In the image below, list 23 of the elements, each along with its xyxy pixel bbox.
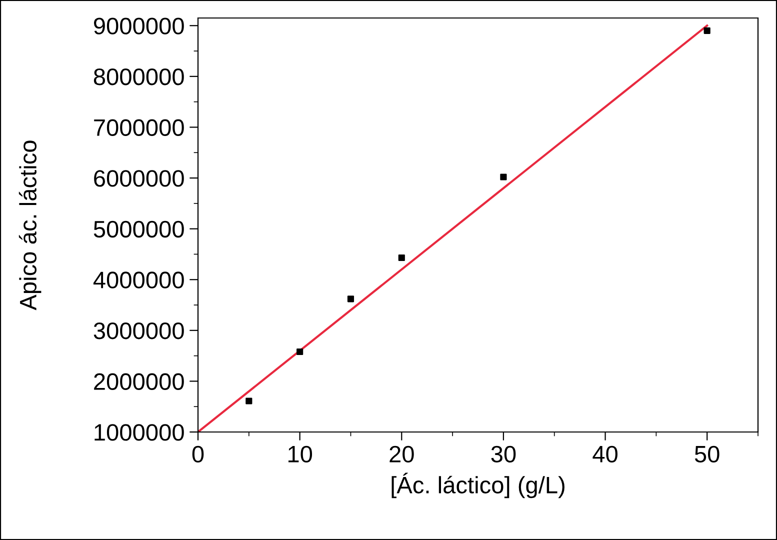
x-tick-label: 20 bbox=[390, 446, 414, 463]
point bbox=[500, 174, 507, 180]
y-tick-label: 8000000 bbox=[94, 68, 184, 86]
y-tick-label: 7000000 bbox=[94, 119, 184, 136]
x-tick-label: 30 bbox=[491, 446, 516, 463]
y-tick-label: 2000000 bbox=[94, 373, 184, 390]
y-tick-label: 4000000 bbox=[93, 272, 184, 288]
point bbox=[296, 348, 304, 356]
x-tick-label: 40 bbox=[592, 446, 618, 463]
y-tick-label: 9000000 bbox=[94, 18, 184, 34]
x-tick-label: 10 bbox=[288, 446, 312, 463]
x-axis-title: [Ác. láctico] (g/L) bbox=[392, 472, 564, 498]
y-axis-title: Apico ác. láctico bbox=[18, 140, 42, 310]
y-tick-label: 1000000 bbox=[94, 424, 184, 441]
point bbox=[246, 398, 252, 404]
x-tick-label: 50 bbox=[694, 446, 720, 463]
y-tick-label: 6000000 bbox=[94, 170, 184, 187]
point bbox=[347, 296, 354, 302]
x-tick-label: 0 bbox=[192, 446, 204, 463]
point bbox=[398, 254, 405, 262]
point bbox=[704, 27, 710, 34]
y-tick-label: 5000000 bbox=[94, 220, 184, 238]
y-tick-label: 3000000 bbox=[94, 322, 184, 340]
